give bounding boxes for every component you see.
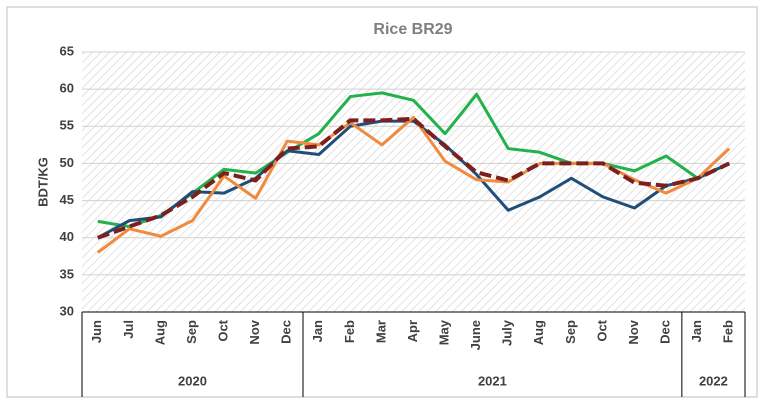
plot-area xyxy=(82,52,745,312)
x-tick-label: Aug xyxy=(531,320,546,345)
x-tick-label: Sep xyxy=(563,320,578,344)
y-tick-label: 60 xyxy=(60,81,74,96)
group-label: 2020 xyxy=(178,373,207,388)
x-tick-label: Mar xyxy=(373,320,388,343)
y-tick-label: 65 xyxy=(60,43,74,58)
chart-title: Rice BR29 xyxy=(373,21,452,38)
x-tick-label: Dec xyxy=(658,320,673,344)
x-tick-label: Apr xyxy=(405,320,420,342)
y-axis-label: BDT/KG xyxy=(35,157,50,207)
y-tick-label: 40 xyxy=(60,229,74,244)
x-tick-label: Jun xyxy=(89,320,104,343)
x-tick-label: July xyxy=(500,319,515,346)
x-tick-label: Sep xyxy=(184,320,199,344)
group-label: 2021 xyxy=(478,373,507,388)
x-tick-label: Dec xyxy=(279,320,294,344)
y-tick-label: 35 xyxy=(60,266,74,281)
x-tick-label: Oct xyxy=(594,319,609,341)
series-line xyxy=(97,91,730,229)
y-tick-label: 50 xyxy=(60,155,74,170)
y-tick-label: 30 xyxy=(60,303,74,318)
series-line xyxy=(97,116,731,240)
x-tick-label: Feb xyxy=(721,320,736,343)
x-tick-label: Jan xyxy=(689,320,704,342)
x-tick-label: June xyxy=(468,320,483,350)
x-tick-label: Aug xyxy=(152,320,167,345)
x-tick-label: Oct xyxy=(216,319,231,341)
x-tick-label: Nov xyxy=(247,319,262,344)
x-tick-label: Jul xyxy=(121,320,136,339)
x-tick-label: May xyxy=(437,319,452,345)
y-tick-label: 55 xyxy=(60,118,74,133)
x-tick-label: Feb xyxy=(342,320,357,343)
x-tick-label: Nov xyxy=(626,319,641,344)
x-tick-label: Jan xyxy=(310,320,325,342)
y-tick-label: 45 xyxy=(60,192,74,207)
group-label: 2022 xyxy=(699,373,728,388)
series-line xyxy=(96,115,731,254)
